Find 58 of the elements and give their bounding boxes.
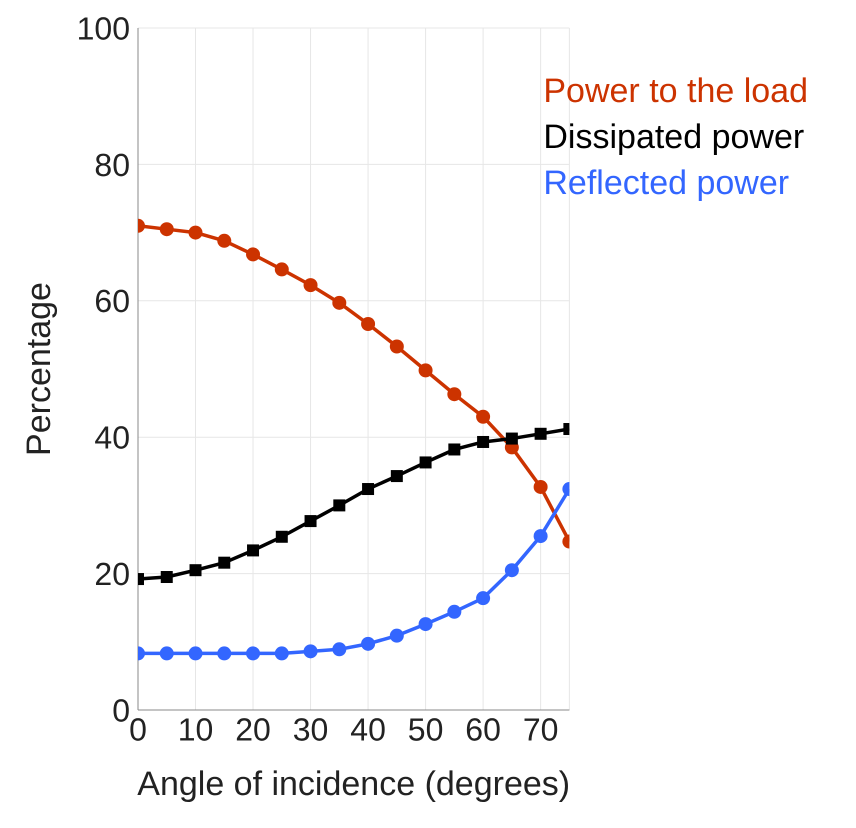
- point: [390, 470, 403, 482]
- point: [332, 642, 346, 656]
- y-axis-title: Percentage: [20, 282, 58, 456]
- point: [390, 339, 404, 354]
- x-tick-label: 10: [178, 712, 214, 748]
- point: [246, 646, 260, 660]
- point: [304, 515, 317, 528]
- point: [534, 428, 547, 440]
- x-tick-label: 30: [292, 712, 328, 748]
- point: [190, 564, 202, 576]
- point: [274, 262, 289, 276]
- point: [217, 234, 232, 248]
- x-tick-label: 70: [522, 712, 558, 748]
- point: [276, 530, 288, 543]
- point: [476, 410, 490, 424]
- point: [332, 296, 346, 310]
- point: [362, 483, 374, 496]
- point: [506, 432, 518, 445]
- point: [218, 556, 230, 569]
- x-tick-label: 50: [408, 712, 444, 748]
- y-tick-label: 60: [94, 283, 130, 320]
- y-tick-label: 100: [76, 10, 130, 46]
- point: [274, 646, 289, 660]
- point: [418, 617, 433, 632]
- point: [534, 529, 548, 544]
- point: [447, 387, 462, 402]
- point: [504, 563, 519, 578]
- point: [476, 591, 490, 606]
- point: [160, 571, 173, 584]
- point: [304, 278, 318, 292]
- point: [246, 247, 260, 262]
- point: [188, 226, 203, 240]
- y-tick-label: 20: [94, 556, 130, 592]
- y-tick-label: 80: [94, 146, 130, 183]
- point: [534, 480, 548, 494]
- text: Reflected power: [543, 163, 790, 204]
- point: [447, 604, 462, 619]
- point: [418, 363, 433, 378]
- point: [390, 628, 404, 643]
- text: Power to the load: [543, 71, 808, 112]
- point: [304, 644, 318, 658]
- point: [217, 646, 232, 660]
- point: [420, 456, 432, 468]
- point: [247, 544, 260, 556]
- x-tick-label: 20: [235, 712, 271, 748]
- point: [333, 499, 346, 512]
- point: [160, 222, 174, 236]
- point: [477, 436, 490, 448]
- point: [361, 636, 376, 651]
- point: [188, 646, 203, 660]
- x-tick-label: 60: [465, 712, 501, 748]
- point: [361, 316, 376, 331]
- text: Dissipated power: [543, 117, 806, 158]
- point: [160, 646, 174, 660]
- y-tick-label: 40: [94, 420, 130, 456]
- x-axis-title: Angle of incidence (degrees): [137, 765, 570, 803]
- x-tick-label: 40: [350, 712, 386, 748]
- point: [448, 443, 460, 456]
